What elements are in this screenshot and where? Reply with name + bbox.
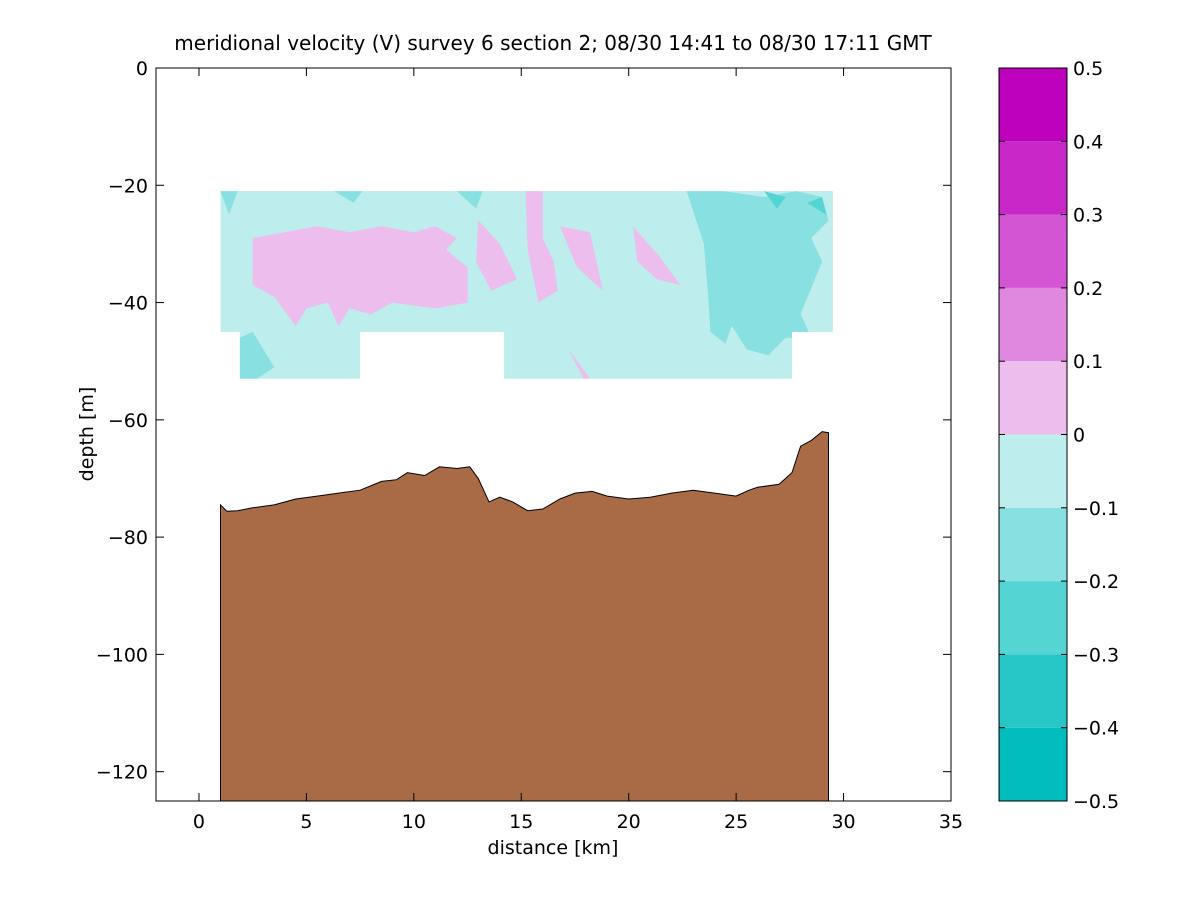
colorbar-swatch [999, 141, 1067, 215]
colorbar-tick-label: −0.2 [1073, 571, 1119, 593]
x-tick-label: 10 [402, 811, 426, 833]
velocity-patch-3 [525, 191, 558, 303]
colorbar-tick-label: 0.2 [1073, 278, 1103, 300]
colorbar-swatch [999, 654, 1067, 728]
velocity-patch-7 [686, 191, 829, 356]
x-tick-label: 20 [617, 811, 641, 833]
colorbar-swatch [999, 507, 1067, 582]
y-tick-label: 0 [136, 58, 148, 80]
colorbar: −0.5 −0.4 −0.3 −0.2 −0.1 0 0.1 0.2 0.3 0.4 0.5 [998, 58, 1119, 813]
velocity-patch-12 [764, 191, 786, 209]
colorbar-tick-label: −0.4 [1073, 718, 1119, 740]
velocity-patch-8 [239, 331, 275, 379]
colorbar-swatch [999, 214, 1067, 288]
velocity-patch-9 [456, 191, 483, 209]
colorbar-tick-label: 0.5 [1073, 58, 1103, 80]
y-tick-label: −60 [108, 410, 148, 432]
velocity-patch-10 [334, 191, 363, 203]
velocity-patch-2 [476, 220, 517, 291]
y-tick-label: −120 [96, 762, 148, 784]
colorbar-swatch [999, 287, 1067, 362]
velocity-field [220, 191, 833, 379]
colorbar-tick-label: 0.1 [1073, 351, 1103, 373]
y-tick-label: −40 [108, 293, 148, 315]
x-axis: 0 5 10 15 20 25 30 35 [193, 68, 963, 833]
y-tick-label: −20 [108, 175, 148, 197]
chart-title: meridional velocity (V) survey 6 section… [174, 31, 932, 55]
colorbar-tick-label: −0.3 [1073, 644, 1119, 666]
plot-frame [155, 67, 952, 802]
y-tick-label: −100 [96, 644, 148, 666]
velocity-patch-11 [220, 191, 238, 215]
colorbar-swatch [999, 581, 1067, 655]
velocity-patch-13 [807, 197, 827, 215]
y-tick-label: −80 [108, 527, 148, 549]
colorbar-tick-label: −0.1 [1073, 498, 1119, 520]
x-tick-label: 30 [831, 811, 855, 833]
velocity-patch-4 [559, 226, 603, 291]
colorbar-swatch [999, 727, 1067, 801]
x-axis-label: distance [km] [488, 837, 619, 859]
seafloor [220, 431, 829, 801]
colorbar-tick-label: 0.4 [1073, 131, 1103, 153]
y-axis: 0 −20 −40 −60 −80 −100 −120 [96, 58, 951, 784]
velocity-patch-5 [633, 226, 681, 285]
x-tick-label: 15 [509, 811, 533, 833]
velocity-patch-6 [568, 349, 590, 379]
x-tick-label: 25 [724, 811, 748, 833]
colorbar-tick-label: 0 [1073, 425, 1085, 447]
colorbar-swatch [999, 434, 1067, 508]
x-tick-label: 0 [193, 811, 205, 833]
colorbar-tick-label: −0.5 [1073, 791, 1119, 813]
velocity-patch-1 [252, 226, 468, 326]
x-tick-label: 5 [300, 811, 312, 833]
colorbar-swatch [999, 361, 1067, 435]
plot-area [220, 191, 833, 801]
colorbar-tick-label: 0.3 [1073, 205, 1103, 227]
y-axis-label: depth [m] [76, 387, 98, 482]
colorbar-swatch [999, 68, 1067, 142]
x-tick-label: 35 [939, 811, 963, 833]
